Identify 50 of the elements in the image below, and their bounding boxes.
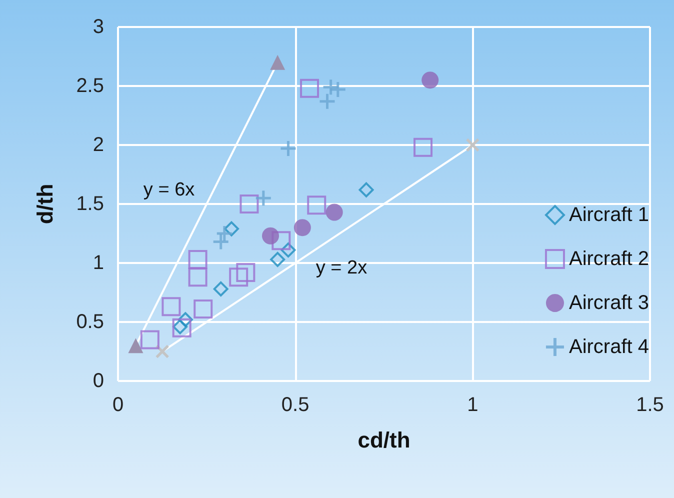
point <box>140 330 160 350</box>
point <box>256 190 271 206</box>
y-tick-label: 0 <box>92 370 104 392</box>
y-tick-label: 1 <box>92 252 104 274</box>
point <box>422 72 439 89</box>
y-tick-label: 1.5 <box>76 193 104 215</box>
point <box>280 141 296 156</box>
point <box>188 268 208 287</box>
legend-label: Aircraft 3 <box>568 292 650 314</box>
point <box>162 297 181 316</box>
x-axis-title: cd/th <box>358 428 410 452</box>
point <box>262 227 280 244</box>
point <box>240 194 259 214</box>
x-tick-label: 0 <box>112 394 124 416</box>
legend-label: Aircraft 1 <box>568 204 650 226</box>
point <box>236 262 256 282</box>
legend-label: Aircraft 2 <box>568 248 650 270</box>
point <box>213 281 228 296</box>
point <box>229 268 248 287</box>
x-tick-label: 0.5 <box>281 394 310 416</box>
y-axis-title: d/th <box>32 184 58 224</box>
point <box>300 78 320 98</box>
point <box>280 242 296 258</box>
point <box>188 250 208 269</box>
point <box>272 231 291 250</box>
point <box>224 221 239 236</box>
legend-label: Aircraft 4 <box>568 336 650 358</box>
y-tick-label: 0.5 <box>76 311 104 333</box>
y-tick-label: 2 <box>92 134 104 156</box>
point <box>172 318 192 338</box>
point <box>307 196 326 215</box>
series-label: y = 2x <box>316 257 368 278</box>
y-tick-label: 2.5 <box>76 75 104 97</box>
y-tick-label: 3 <box>92 16 104 38</box>
point <box>358 182 374 198</box>
point <box>156 344 169 358</box>
point <box>216 226 232 241</box>
point <box>320 94 335 109</box>
series-label: y = 6x <box>143 180 196 200</box>
x-tick-label: 1 <box>467 394 478 416</box>
point <box>294 219 311 236</box>
point <box>194 300 213 319</box>
point <box>213 234 228 250</box>
point <box>270 252 286 267</box>
point <box>414 138 433 157</box>
point <box>466 138 480 152</box>
point <box>178 312 193 328</box>
point <box>330 82 346 98</box>
point <box>326 204 343 221</box>
x-tick-label: 1.5 <box>636 394 664 416</box>
